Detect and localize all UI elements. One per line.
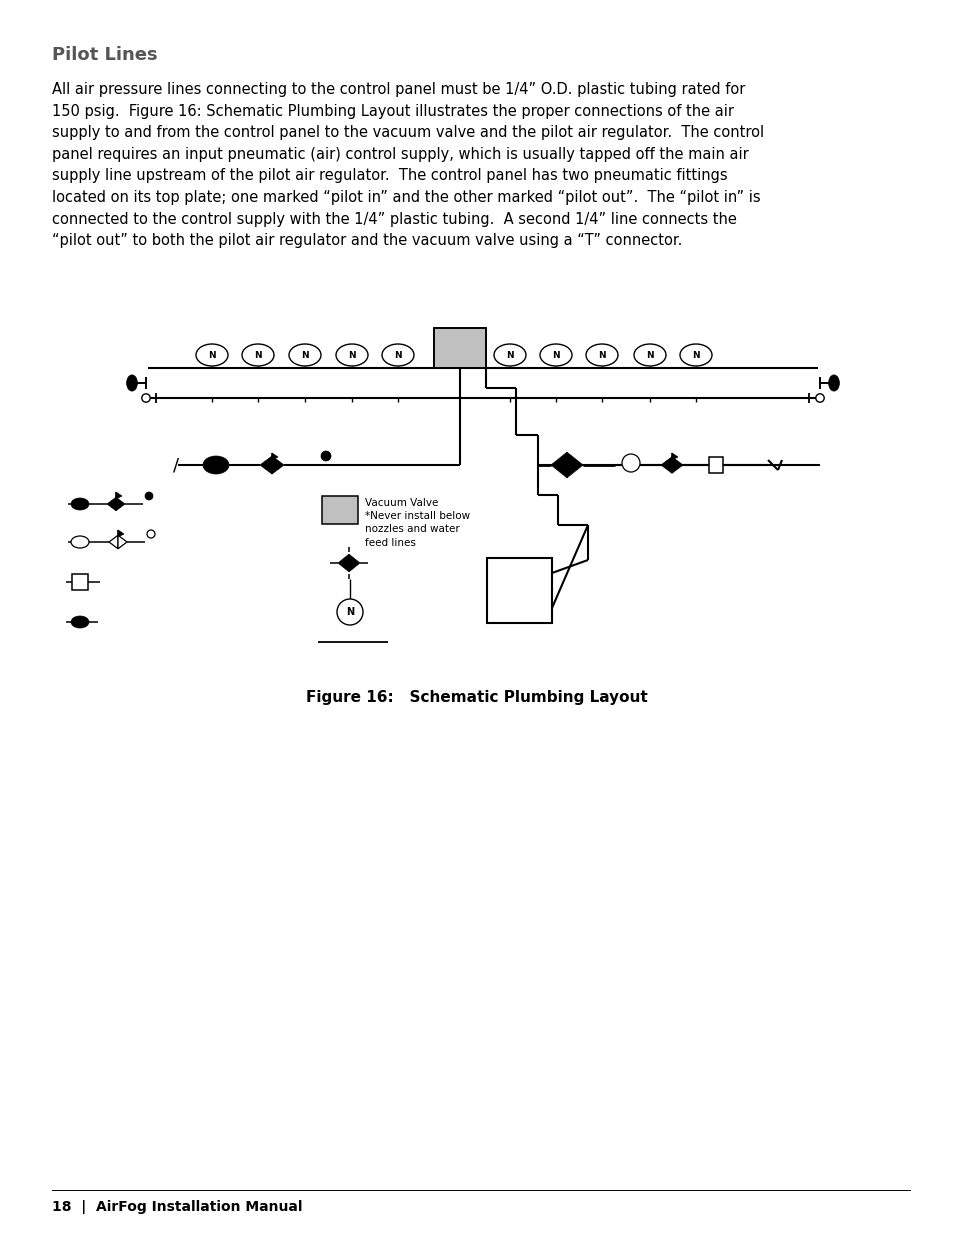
Ellipse shape — [585, 345, 618, 366]
Circle shape — [336, 599, 363, 625]
Ellipse shape — [828, 375, 839, 391]
Text: N: N — [552, 351, 559, 359]
Polygon shape — [660, 457, 671, 473]
Circle shape — [621, 454, 639, 472]
Text: N: N — [394, 351, 401, 359]
Text: N: N — [506, 351, 514, 359]
Text: Figure 16:   Schematic Plumbing Layout: Figure 16: Schematic Plumbing Layout — [306, 690, 647, 705]
Text: All air pressure lines connecting to the control panel must be 1/4” O.D. plastic: All air pressure lines connecting to the… — [52, 82, 763, 248]
Polygon shape — [272, 453, 277, 459]
Bar — [434, 329, 485, 368]
Polygon shape — [272, 456, 284, 474]
Polygon shape — [118, 530, 124, 537]
Text: Vacuum Valve
*Never install below
nozzles and water
feed lines: Vacuum Valve *Never install below nozzle… — [365, 498, 470, 547]
Text: N: N — [346, 606, 354, 618]
Polygon shape — [116, 498, 125, 511]
Polygon shape — [349, 555, 359, 572]
Polygon shape — [337, 555, 349, 572]
Polygon shape — [566, 452, 582, 478]
Circle shape — [320, 451, 331, 461]
Polygon shape — [260, 456, 272, 474]
Bar — [71, 574, 88, 590]
Ellipse shape — [381, 345, 414, 366]
Polygon shape — [107, 498, 116, 511]
Polygon shape — [551, 452, 566, 478]
Text: N: N — [645, 351, 653, 359]
Text: /: / — [172, 457, 179, 475]
Ellipse shape — [71, 536, 89, 548]
Text: 18  |  AirFog Installation Manual: 18 | AirFog Installation Manual — [52, 1200, 302, 1214]
Polygon shape — [671, 457, 682, 473]
Text: N: N — [598, 351, 605, 359]
Polygon shape — [116, 492, 122, 499]
Ellipse shape — [71, 616, 89, 629]
Text: N: N — [301, 351, 309, 359]
Ellipse shape — [494, 345, 525, 366]
Ellipse shape — [679, 345, 711, 366]
Polygon shape — [118, 535, 127, 548]
Circle shape — [815, 394, 823, 403]
Text: N: N — [253, 351, 261, 359]
Text: N: N — [348, 351, 355, 359]
Ellipse shape — [634, 345, 665, 366]
Ellipse shape — [127, 375, 137, 391]
Polygon shape — [109, 535, 118, 548]
Ellipse shape — [203, 456, 229, 474]
Bar — [322, 496, 357, 524]
Ellipse shape — [539, 345, 572, 366]
Ellipse shape — [71, 498, 89, 510]
Bar — [708, 457, 722, 473]
Circle shape — [145, 492, 152, 500]
Bar — [486, 558, 552, 622]
Text: N: N — [208, 351, 215, 359]
Text: N: N — [692, 351, 700, 359]
Polygon shape — [671, 453, 678, 459]
Circle shape — [147, 530, 154, 538]
Ellipse shape — [242, 345, 274, 366]
Ellipse shape — [335, 345, 368, 366]
Text: Pilot Lines: Pilot Lines — [52, 46, 157, 64]
Ellipse shape — [195, 345, 228, 366]
Circle shape — [142, 394, 150, 403]
Ellipse shape — [289, 345, 320, 366]
